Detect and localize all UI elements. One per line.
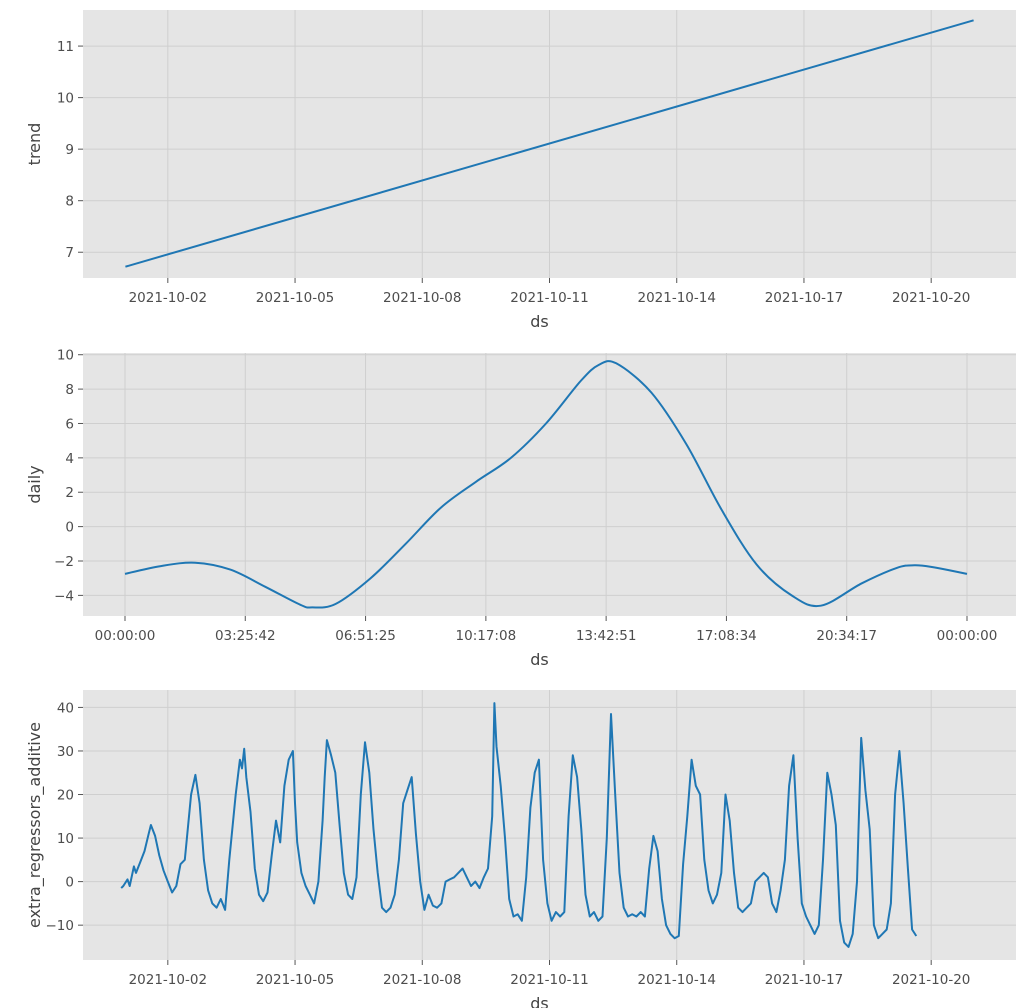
daily-x-tick-label: 00:00:00 [937, 628, 998, 644]
extra-regressors-x-axis-label: ds [530, 994, 549, 1008]
trend-y-axis-label: trend [25, 123, 44, 166]
daily-x-tick-label: 10:17:08 [456, 628, 517, 644]
daily-x-axis-label: ds [530, 650, 549, 669]
trend-x-tick-label: 2021-10-11 [510, 290, 588, 306]
trend-x-tick-label: 2021-10-08 [383, 290, 461, 306]
extra-regressors-y-tick-label: 30 [57, 744, 74, 760]
trend-series-line [125, 19, 974, 268]
daily-x-tick-label: 20:34:17 [816, 628, 877, 644]
extra-regressors-series-line [120, 702, 918, 948]
trend-x-tick-label: 2021-10-17 [765, 290, 843, 306]
extra-regressors-y-tick-label: 0 [65, 875, 74, 891]
trend-x-tick-label: 2021-10-02 [129, 290, 207, 306]
trend-y-tick-label: 10 [57, 91, 74, 107]
daily-y-axis-label: daily [25, 465, 44, 503]
extra-regressors-y-axis-label: extra_regressors_additive [25, 722, 45, 928]
daily-y-tick-label: 6 [65, 416, 74, 432]
extra-regressors-x-tick-label: 2021-10-05 [256, 972, 334, 988]
extra-regressors-y-tick-label: 10 [57, 831, 74, 847]
daily-y-tick-label: 0 [65, 520, 74, 536]
extra-regressors-x-tick-label: 2021-10-08 [383, 972, 461, 988]
extra-regressors-x-tick-label: 2021-10-14 [637, 972, 715, 988]
daily-y-tick-label: 2 [65, 485, 74, 501]
extra-regressors-y-tick-label: 20 [57, 788, 74, 804]
extra-regressors-x-tick-label: 2021-10-02 [129, 972, 207, 988]
trend-x-tick-label: 2021-10-14 [637, 290, 715, 306]
daily-x-tick-label: 00:00:00 [95, 628, 156, 644]
daily-y-tick-label: −2 [54, 554, 74, 570]
trend-y-tick-label: 8 [65, 194, 74, 210]
extra-regressors-x-tick-label: 2021-10-11 [510, 972, 588, 988]
daily-y-tick-label: −4 [54, 588, 74, 604]
daily-series-line [124, 360, 968, 609]
extra-regressors-y-tick-label: 40 [57, 700, 74, 716]
trend-x-tick-label: 2021-10-05 [256, 290, 334, 306]
extra-regressors-x-tick-label: 2021-10-20 [892, 972, 970, 988]
trend-x-axis-label: ds [530, 312, 549, 331]
daily-y-tick-label: 4 [65, 451, 74, 467]
daily-y-tick-label: 8 [65, 382, 74, 398]
daily-y-tick-label: 10 [57, 348, 74, 364]
trend-y-tick-label: 11 [57, 39, 74, 55]
trend-y-tick-label: 7 [65, 245, 74, 261]
trend-panel: 7 8 9 10 11 2021-10-02 2021-10-05 2021-10-08 202… [25, 10, 1016, 331]
daily-x-tick-label: 06:51:25 [335, 628, 396, 644]
trend-x-tick-label: 2021-10-20 [892, 290, 970, 306]
daily-x-tick-label: 13:42:51 [576, 628, 637, 644]
daily-x-tick-label: 03:25:42 [215, 628, 276, 644]
trend-y-tick-label: 9 [65, 142, 74, 158]
daily-x-tick-label: 17:08:34 [696, 628, 757, 644]
daily-panel: −4 −2 0 2 4 6 8 10 00:00:00 03:25:42 06:51:25 10:17… [25, 348, 1016, 669]
extra-regressors-x-tick-label: 2021-10-17 [765, 972, 843, 988]
extra-regressors-panel: −10 0 10 20 30 40 2021-10-02 2021-10-05 2021-10-… [25, 690, 1016, 1008]
extra-regressors-y-tick-label: −10 [46, 918, 75, 934]
